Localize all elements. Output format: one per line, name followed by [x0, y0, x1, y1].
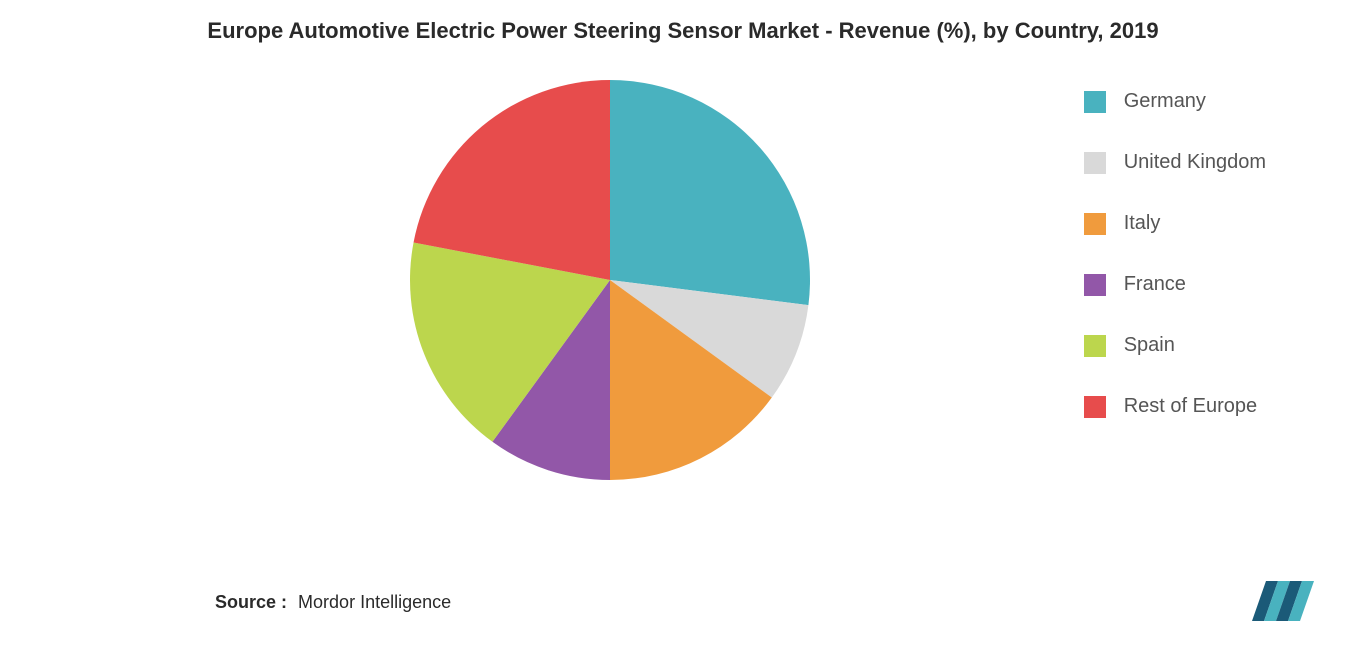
legend-item: United Kingdom [1084, 151, 1266, 174]
legend-label: Spain [1124, 334, 1175, 357]
chart-container: Europe Automotive Electric Power Steerin… [0, 0, 1366, 655]
pie-chart [400, 70, 820, 490]
legend-swatch [1084, 152, 1106, 174]
legend-label: Italy [1124, 212, 1161, 235]
legend-swatch [1084, 396, 1106, 418]
legend-item: France [1084, 273, 1266, 296]
legend-item: Rest of Europe [1084, 395, 1266, 418]
legend-swatch [1084, 213, 1106, 235]
legend-swatch [1084, 274, 1106, 296]
legend-item: Italy [1084, 212, 1266, 235]
pie-chart-area [400, 70, 820, 490]
legend-item: Germany [1084, 90, 1266, 113]
legend: Germany United Kingdom Italy France Spain Res… [1084, 90, 1266, 418]
legend-label: Germany [1124, 90, 1206, 113]
legend-label: United Kingdom [1124, 151, 1266, 174]
legend-swatch [1084, 335, 1106, 357]
legend-label: France [1124, 273, 1186, 296]
source-label: Source : [215, 592, 287, 612]
legend-label: Rest of Europe [1124, 395, 1257, 418]
legend-swatch [1084, 91, 1106, 113]
brand-logo [1246, 575, 1326, 625]
pie-slice [610, 80, 810, 305]
legend-item: Spain [1084, 334, 1266, 357]
source-line: Source : Mordor Intelligence [215, 592, 451, 613]
chart-title: Europe Automotive Electric Power Steerin… [0, 18, 1366, 44]
source-value: Mordor Intelligence [298, 592, 451, 612]
